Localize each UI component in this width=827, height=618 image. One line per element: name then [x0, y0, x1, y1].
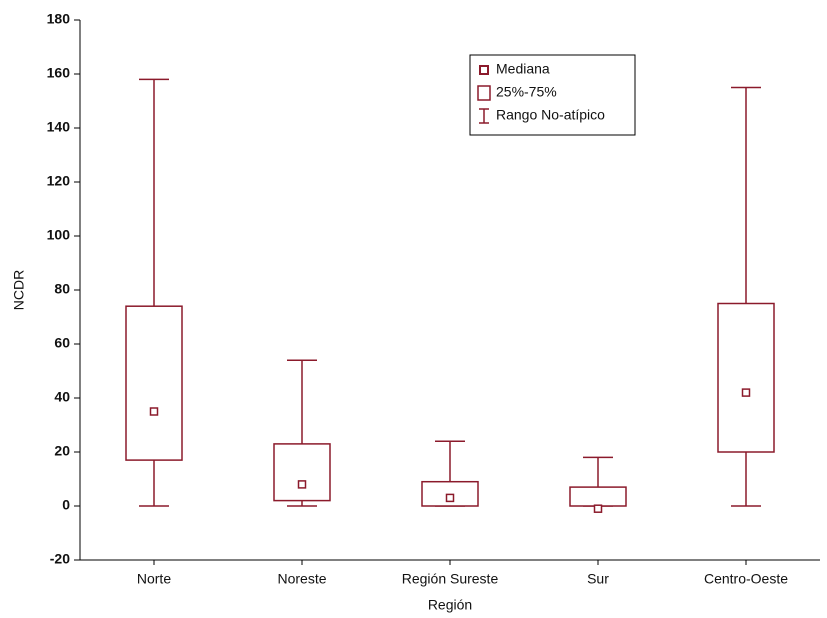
y-tick-label: 0 [62, 497, 70, 513]
y-tick-label: 120 [47, 173, 71, 189]
y-tick-label: 20 [54, 443, 70, 459]
legend-label: 25%-75% [496, 84, 557, 100]
box [569, 486, 627, 507]
median-marker [445, 493, 455, 503]
y-tick-label: 40 [54, 389, 70, 405]
legend-box [469, 54, 636, 136]
y-tick-label: 180 [47, 11, 71, 27]
legend-label: Mediana [496, 61, 550, 77]
y-axis-title: NCDR [11, 270, 27, 310]
median-marker [297, 480, 307, 489]
legend-label: Rango No-atípico [496, 107, 605, 123]
y-tick-label: 160 [47, 65, 71, 81]
box [125, 305, 183, 461]
x-tick-label: Noreste [277, 571, 326, 587]
median-marker [741, 388, 751, 397]
y-tick-label: 80 [54, 281, 70, 297]
box [717, 302, 775, 453]
x-tick-label: Región Sureste [402, 571, 499, 587]
x-tick-label: Norte [137, 571, 171, 587]
x-axis-title: Región [428, 597, 472, 613]
y-tick-label: 60 [54, 335, 70, 351]
x-tick-label: Centro-Oeste [704, 571, 788, 587]
median-marker [593, 504, 603, 513]
y-tick-label: -20 [50, 551, 70, 567]
median-marker [149, 407, 159, 416]
box [273, 443, 331, 502]
legend-symbol-median [479, 65, 489, 75]
legend-symbol-box [477, 85, 491, 101]
y-tick-label: 100 [47, 227, 71, 243]
x-tick-label: Sur [587, 571, 609, 587]
y-tick-label: 140 [47, 119, 71, 135]
